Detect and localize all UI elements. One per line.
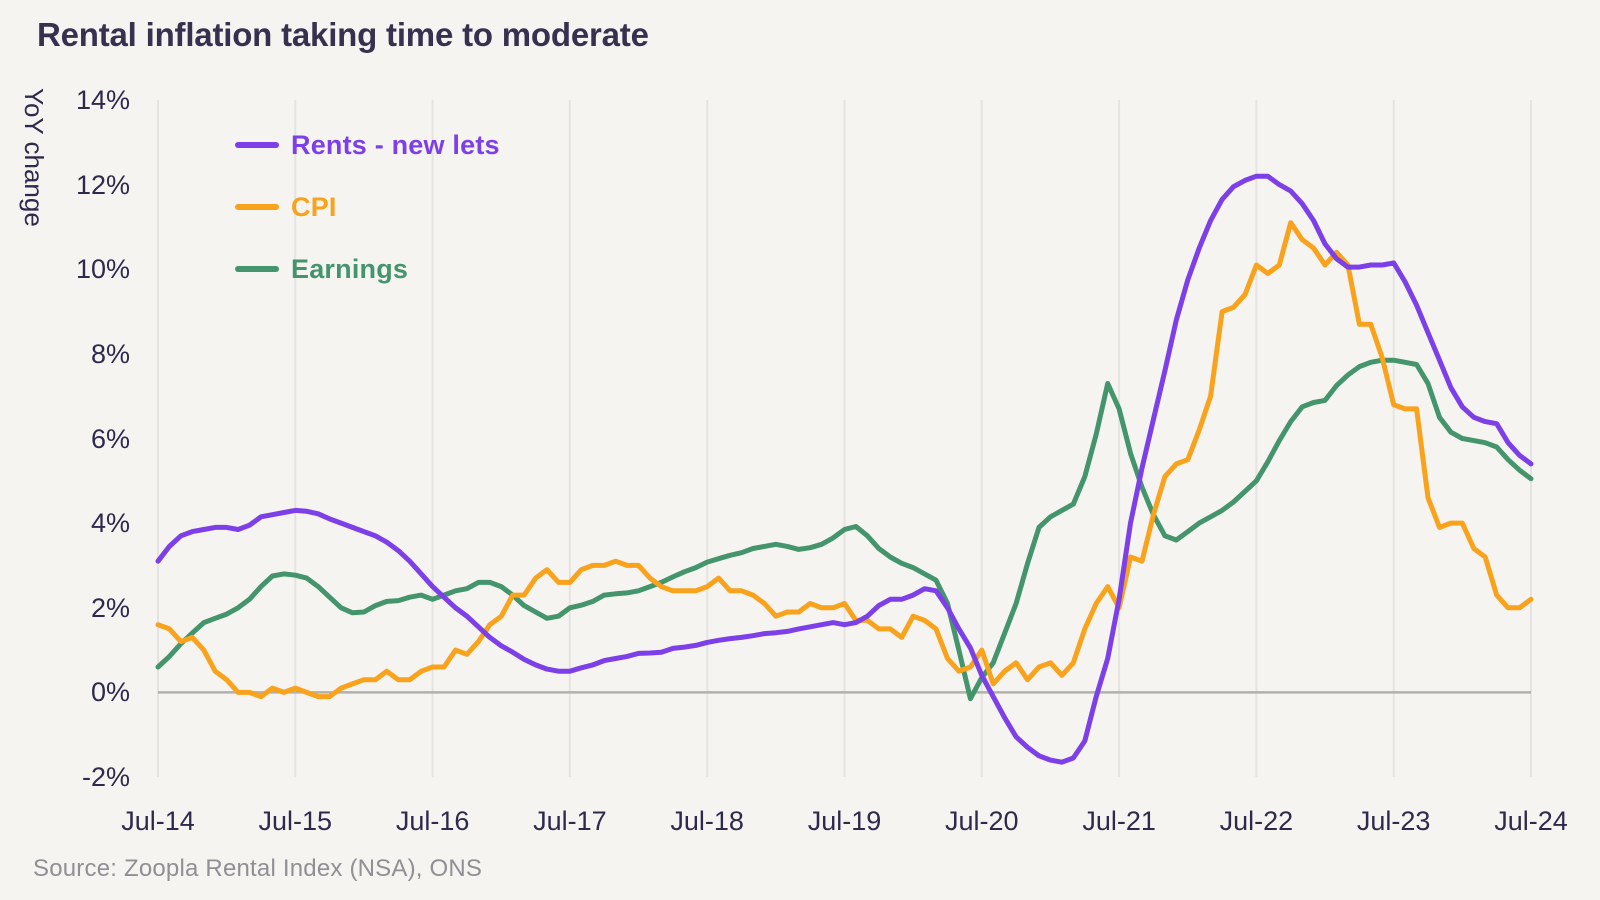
legend-label-cpi: CPI [291,191,337,222]
legend: Rents - new lets CPI Earnings [235,128,500,286]
y-tick-0pct: 0% [90,677,130,708]
x-tick-Jul-15: Jul-15 [258,806,333,836]
x-tick-Jul-16: Jul-16 [395,806,470,836]
y-tick-12pct: 12% [75,169,130,200]
legend-item-earnings: Earnings [235,252,500,286]
y-tick-4pct: 4% [90,508,130,539]
y-tick-8pct: 8% [90,338,130,369]
legend-label-rents-new-lets: Rents - new lets [291,129,500,160]
chart-title: Rental inflation taking time to moderate [37,16,649,53]
x-tick-Jul-24: Jul-24 [1494,806,1568,836]
y-tick-6pct: 6% [90,423,130,454]
legend-item-rents-new-lets: Rents - new lets [235,128,500,162]
source-note: Source: Zoopla Rental Index (NSA), ONS [33,855,483,882]
y-tick-14pct: 14% [75,85,130,115]
y-tick-2pct: 2% [90,592,130,623]
legend-label-earnings: Earnings [291,253,409,284]
x-tick-Jul-20: Jul-20 [945,806,1019,836]
y-tick--2pct: -2% [81,762,130,792]
x-tick-Jul-19: Jul-19 [807,806,882,836]
legend-swatch-cpi [235,204,279,210]
legend-swatch-rents-new-lets [235,142,279,148]
x-tick-Jul-14: Jul-14 [121,806,195,836]
x-tick-Jul-21: Jul-21 [1082,806,1156,836]
series-line-rents-new-lets [155,173,1534,765]
x-tick-Jul-17: Jul-17 [533,806,607,836]
series-line-earnings [155,357,1534,702]
x-tick-Jul-23: Jul-23 [1356,806,1431,836]
legend-item-cpi: CPI [235,190,500,224]
y-axis-title: YoY change [19,88,49,227]
x-tick-Jul-22: Jul-22 [1219,806,1294,836]
series-line-cpi [155,220,1534,700]
y-tick-10pct: 10% [75,254,130,285]
legend-swatch-earnings [235,266,279,272]
x-tick-Jul-18: Jul-18 [670,806,744,836]
